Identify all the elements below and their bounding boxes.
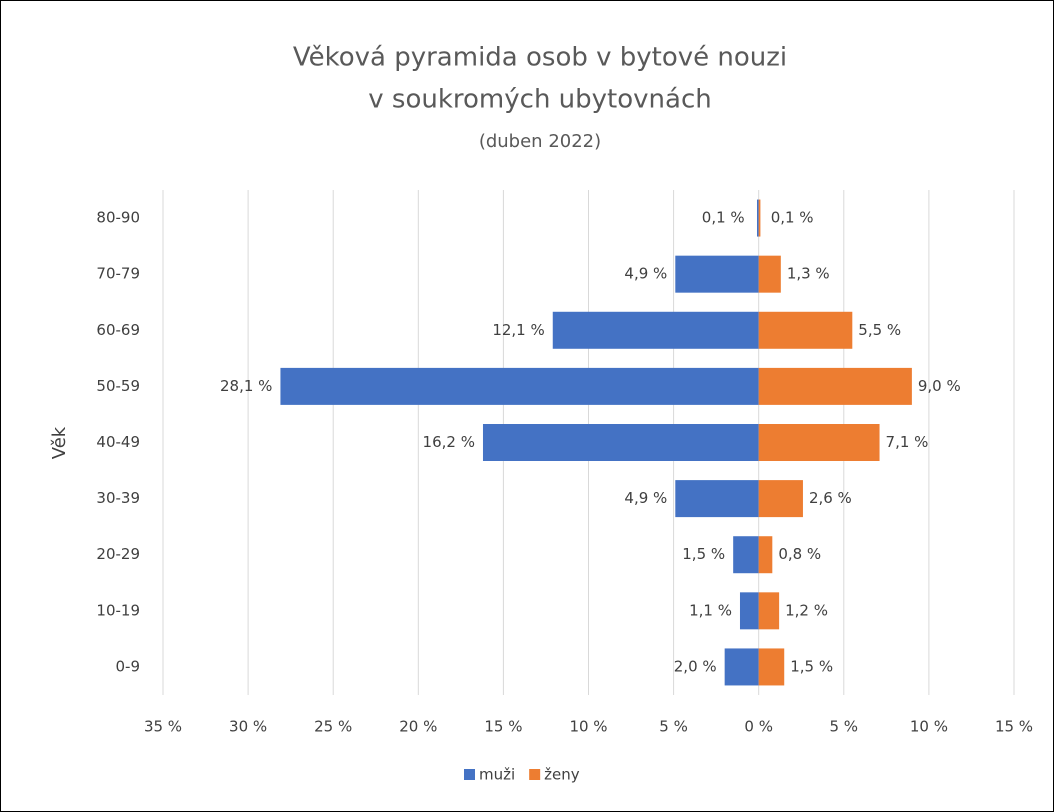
bar	[733, 536, 759, 574]
y-tick-label: 30-39	[96, 489, 140, 507]
data-label: 1,5 %	[682, 545, 725, 563]
bar	[758, 311, 853, 349]
data-label: 2,0 %	[674, 657, 717, 675]
bar	[758, 367, 912, 405]
data-label: 0,8 %	[778, 545, 821, 563]
bar	[756, 199, 759, 237]
data-label: 28,1 %	[220, 377, 272, 395]
data-label: 12,1 %	[492, 321, 544, 339]
legend-swatch	[529, 769, 541, 780]
y-tick-label: 20-29	[96, 545, 140, 563]
bar	[758, 536, 773, 574]
x-tick-label: 20 %	[399, 718, 437, 736]
data-label: 16,2 %	[423, 433, 475, 451]
bar	[758, 199, 761, 237]
bar	[758, 424, 880, 461]
y-tick-label: 80-90	[96, 209, 140, 227]
bar	[758, 480, 803, 518]
y-tick-label: 70-79	[96, 265, 140, 283]
bar	[552, 311, 759, 349]
bar	[280, 367, 759, 405]
chart-title: Věková pyramida osob v bytové nouzi	[293, 43, 787, 73]
chart-title: v soukromých ubytovnách	[368, 85, 711, 115]
bar	[758, 255, 781, 293]
bar	[758, 648, 785, 686]
data-label: 1,3 %	[787, 265, 830, 283]
legend-label: muži	[479, 766, 515, 784]
data-label: 1,5 %	[790, 657, 833, 675]
x-tick-label: 30 %	[229, 718, 267, 736]
x-tick-label: 15 %	[484, 718, 522, 736]
data-label: 7,1 %	[886, 433, 929, 451]
bar	[739, 592, 759, 630]
data-label: 1,1 %	[689, 601, 732, 619]
y-tick-label: 10-19	[96, 601, 140, 619]
data-label: 0,1 %	[702, 209, 745, 227]
bar	[758, 592, 780, 630]
y-tick-label: 50-59	[96, 377, 140, 395]
x-tick-label: 25 %	[314, 718, 352, 736]
y-axis-label: Věk	[49, 426, 70, 459]
chart-subtitle: (duben 2022)	[479, 131, 601, 152]
x-tick-label: 10 %	[910, 718, 948, 736]
bar	[675, 255, 759, 293]
bar	[482, 424, 759, 461]
data-label: 4,9 %	[624, 265, 667, 283]
x-tick-label: 15 %	[995, 718, 1033, 736]
data-label: 2,6 %	[809, 489, 852, 507]
legend-swatch	[464, 769, 475, 780]
legend-label: ženy	[544, 766, 580, 784]
data-label: 0,1 %	[771, 209, 814, 227]
x-tick-label: 5 %	[659, 718, 688, 736]
data-label: 5,5 %	[858, 321, 901, 339]
x-tick-label: 5 %	[830, 718, 859, 736]
y-tick-label: 60-69	[96, 321, 140, 339]
y-tick-label: 40-49	[96, 433, 140, 451]
data-label: 4,9 %	[624, 489, 667, 507]
bar	[675, 480, 759, 518]
x-tick-label: 35 %	[144, 718, 182, 736]
x-tick-label: 10 %	[569, 718, 607, 736]
bar	[724, 648, 759, 686]
data-label: 1,2 %	[785, 601, 828, 619]
data-label: 9,0 %	[918, 377, 961, 395]
y-tick-label: 0-9	[116, 657, 141, 675]
x-tick-label: 0 %	[744, 718, 773, 736]
